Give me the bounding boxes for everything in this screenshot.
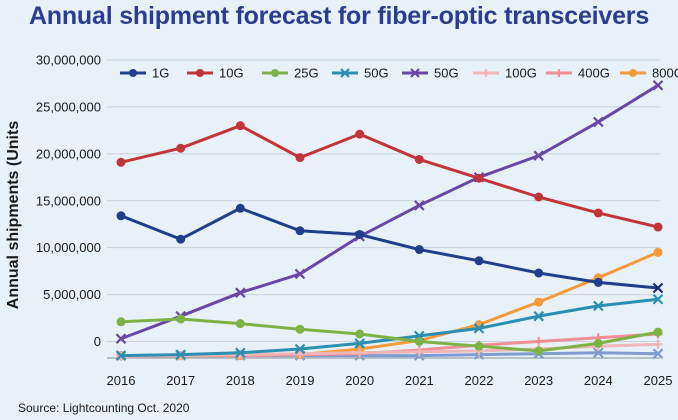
data-point xyxy=(474,256,484,266)
legend-label: 50G xyxy=(364,66,389,81)
data-point xyxy=(235,203,245,213)
series-line xyxy=(119,124,660,229)
data-point xyxy=(295,349,305,359)
y-tick-label: 0 xyxy=(94,334,101,349)
data-point xyxy=(355,329,365,339)
data-point xyxy=(534,346,544,356)
data-point xyxy=(235,319,245,329)
data-point xyxy=(473,323,485,334)
legend-marker xyxy=(410,68,420,78)
data-point xyxy=(235,121,245,131)
y-tick-label: 10,000,000 xyxy=(36,240,101,255)
data-point xyxy=(593,208,603,218)
data-point xyxy=(652,282,664,294)
data-point xyxy=(115,333,127,344)
data-point xyxy=(414,200,425,211)
data-point xyxy=(593,277,603,287)
data-point xyxy=(534,297,544,307)
series-line xyxy=(119,206,660,290)
y-tick-label: 15,000,000 xyxy=(36,193,101,208)
data-point xyxy=(294,268,306,280)
series-line xyxy=(119,317,660,353)
legend-marker xyxy=(271,69,279,77)
x-tick-label: 2018 xyxy=(226,373,255,388)
data-point xyxy=(235,347,246,359)
legend-label: 400G xyxy=(578,66,610,81)
y-tick-label: 30,000,000 xyxy=(36,53,101,68)
x-tick-label: 2016 xyxy=(107,373,136,388)
data-point xyxy=(115,350,127,361)
data-point xyxy=(235,287,246,298)
data-point xyxy=(534,337,544,346)
data-point xyxy=(116,317,126,327)
data-point xyxy=(653,339,663,349)
data-point xyxy=(653,247,663,257)
data-point xyxy=(533,150,544,161)
data-point xyxy=(533,310,544,322)
data-point xyxy=(653,222,663,232)
y-tick-label: 25,000,000 xyxy=(36,99,101,114)
data-point xyxy=(414,154,424,164)
source-note: Source: Lightcounting Oct. 2020 xyxy=(18,401,190,415)
series-line xyxy=(119,83,660,341)
data-point xyxy=(116,211,126,221)
data-point xyxy=(652,293,664,305)
data-point xyxy=(474,173,484,183)
y-tick-label: 20,000,000 xyxy=(36,146,101,161)
data-point xyxy=(414,245,424,255)
data-point xyxy=(474,341,484,351)
x-tick-label: 2019 xyxy=(286,373,315,388)
data-point xyxy=(652,80,664,91)
legend-marker xyxy=(482,69,490,77)
data-point xyxy=(414,337,424,346)
data-point xyxy=(414,347,424,357)
x-tick-label: 2025 xyxy=(644,373,673,388)
legend-label: 10G xyxy=(219,66,244,81)
data-point xyxy=(355,129,365,139)
y-axis-label: Annual shipments (Units xyxy=(5,121,22,310)
legend-marker xyxy=(340,68,350,78)
x-tick-label: 2020 xyxy=(345,373,374,388)
data-point xyxy=(354,338,365,349)
data-point xyxy=(116,157,126,167)
chart-title: Annual shipment forecast for fiber-optic… xyxy=(28,2,650,30)
data-point xyxy=(593,338,603,348)
data-point xyxy=(593,300,604,312)
x-tick-label: 2021 xyxy=(405,373,434,388)
data-point xyxy=(176,234,186,244)
legend-label: 50G xyxy=(434,66,459,81)
y-tick-label: 5,000,000 xyxy=(43,287,101,302)
legend-label: 25G xyxy=(294,66,319,81)
x-tick-label: 2024 xyxy=(584,373,613,388)
data-point xyxy=(653,327,663,337)
data-point xyxy=(534,268,544,278)
legend-marker xyxy=(129,69,137,77)
data-point xyxy=(295,226,305,236)
data-point xyxy=(355,230,365,240)
data-point xyxy=(294,343,306,355)
legend-label: 100G xyxy=(505,66,537,81)
data-point xyxy=(175,349,186,360)
data-point xyxy=(534,192,544,202)
data-point xyxy=(593,347,604,359)
data-point xyxy=(355,348,365,358)
x-tick-label: 2023 xyxy=(524,373,553,388)
legend-label: 800G xyxy=(652,66,678,81)
series-line xyxy=(119,297,660,358)
data-point xyxy=(176,143,186,153)
legend-label: 1G xyxy=(152,66,169,81)
x-tick-label: 2017 xyxy=(166,373,195,388)
legend-marker xyxy=(629,69,637,77)
data-point xyxy=(295,324,305,334)
legend-marker xyxy=(555,69,563,77)
data-point xyxy=(176,314,186,324)
data-point xyxy=(593,116,604,128)
data-point xyxy=(295,153,305,163)
x-tick-label: 2022 xyxy=(465,373,494,388)
legend-marker xyxy=(196,69,204,77)
data-point xyxy=(652,348,664,359)
